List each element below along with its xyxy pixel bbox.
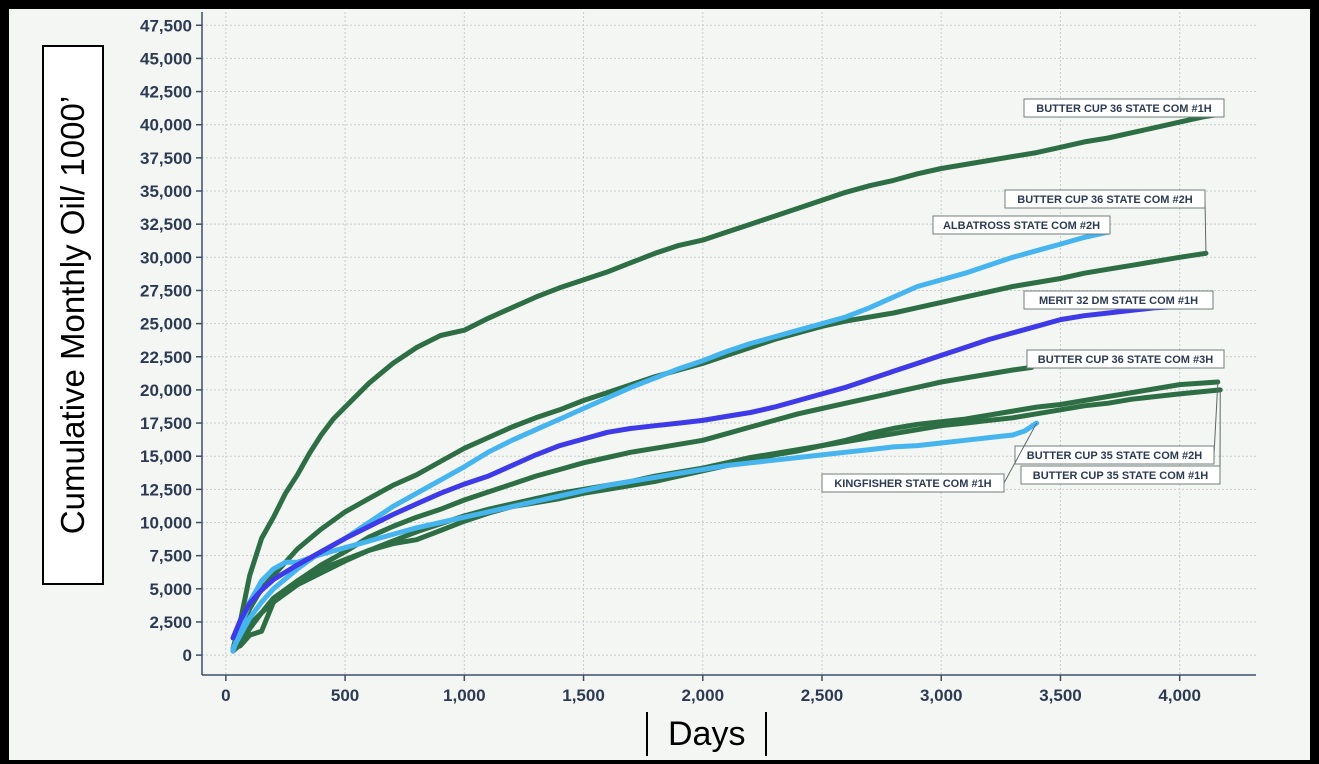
y-tick-label: 0 bbox=[183, 646, 192, 665]
series-line bbox=[230, 302, 1211, 641]
y-tick-label: 5,000 bbox=[149, 580, 192, 599]
callout-box bbox=[1014, 445, 1215, 465]
callout-label: BUTTER CUP 36 STATE COM #3H bbox=[1038, 354, 1213, 366]
callout-label: BUTTER CUP 36 STATE COM #1H bbox=[1036, 103, 1211, 115]
y-tick-label: 45,000 bbox=[140, 49, 192, 68]
x-tick-label: 0 bbox=[221, 686, 230, 705]
callout-label: ALBATROSS STATE COM #2H bbox=[943, 220, 1100, 232]
callout-label: BUTTER CUP 35 STATE COM #2H bbox=[1027, 450, 1202, 462]
x-tick-label: 3,000 bbox=[920, 686, 963, 705]
x-tick-label: 2,000 bbox=[681, 686, 724, 705]
callout-leader bbox=[1213, 381, 1219, 456]
series-line bbox=[230, 420, 1040, 654]
y-tick-label: 35,000 bbox=[140, 182, 192, 201]
x-tick-label: 500 bbox=[331, 686, 359, 705]
chart-callouts: BUTTER CUP 36 STATE COM #1H BUTTER CUP 36… bbox=[821, 98, 1225, 493]
callout-box bbox=[1020, 465, 1221, 485]
callout-box bbox=[1004, 189, 1206, 209]
y-tick-label: 20,000 bbox=[140, 381, 192, 400]
callout-label: BUTTER CUP 35 STATE COM #1H bbox=[1033, 470, 1208, 482]
x-tick-label: 1,000 bbox=[443, 686, 486, 705]
x-tick-label: 1,500 bbox=[562, 686, 605, 705]
y-tick-label: 27,500 bbox=[140, 281, 192, 300]
chart-series-group bbox=[230, 111, 1223, 654]
callout-label: BUTTER CUP 36 STATE COM #2H bbox=[1017, 194, 1192, 206]
y-tick-label: 15,000 bbox=[140, 447, 192, 466]
callout-label: KINGFISHER STATE COM #1H bbox=[834, 478, 991, 490]
y-tick-label: 10,000 bbox=[140, 514, 192, 533]
y-axis-label: Cumulative Monthly Oil/ 1000’ bbox=[54, 95, 91, 535]
x-tick-label: 4,000 bbox=[1158, 686, 1201, 705]
y-tick-label: 12,500 bbox=[140, 480, 192, 499]
callout-box bbox=[1023, 98, 1225, 118]
y-tick-label: 17,500 bbox=[140, 414, 192, 433]
x-tick-label: 3,500 bbox=[1039, 686, 1082, 705]
y-tick-label: 37,500 bbox=[140, 149, 192, 168]
y-tick-label: 42,500 bbox=[140, 83, 192, 102]
y-tick-label: 32,500 bbox=[140, 215, 192, 234]
callout-label: MERIT 32 DM STATE COM #1H bbox=[1039, 295, 1198, 307]
series-line bbox=[230, 111, 1223, 651]
y-tick-label: 22,500 bbox=[140, 348, 192, 367]
callout-leader bbox=[1003, 422, 1038, 484]
y-axis-label-box: Cumulative Monthly Oil/ 1000’ bbox=[42, 45, 104, 585]
y-tick-label: 47,500 bbox=[140, 16, 192, 35]
y-tick-label: 40,000 bbox=[140, 116, 192, 135]
callout-box bbox=[821, 473, 1005, 493]
chart-grid bbox=[202, 12, 1256, 675]
x-tick-label: 2,500 bbox=[801, 686, 844, 705]
y-tick-label: 2,500 bbox=[149, 613, 192, 632]
callout-box bbox=[1023, 290, 1214, 310]
chart-axes: 0 2,500 5,000 7,500 10,000 12,500 15,000 17,500… bbox=[140, 12, 1256, 705]
y-tick-label: 30,000 bbox=[140, 248, 192, 267]
callout-box bbox=[932, 215, 1111, 235]
y-tick-label: 7,500 bbox=[149, 547, 192, 566]
x-axis-label: Days bbox=[646, 712, 768, 756]
series-line bbox=[230, 364, 1035, 654]
callout-box bbox=[1026, 349, 1225, 369]
y-tick-label: 25,000 bbox=[140, 315, 192, 334]
